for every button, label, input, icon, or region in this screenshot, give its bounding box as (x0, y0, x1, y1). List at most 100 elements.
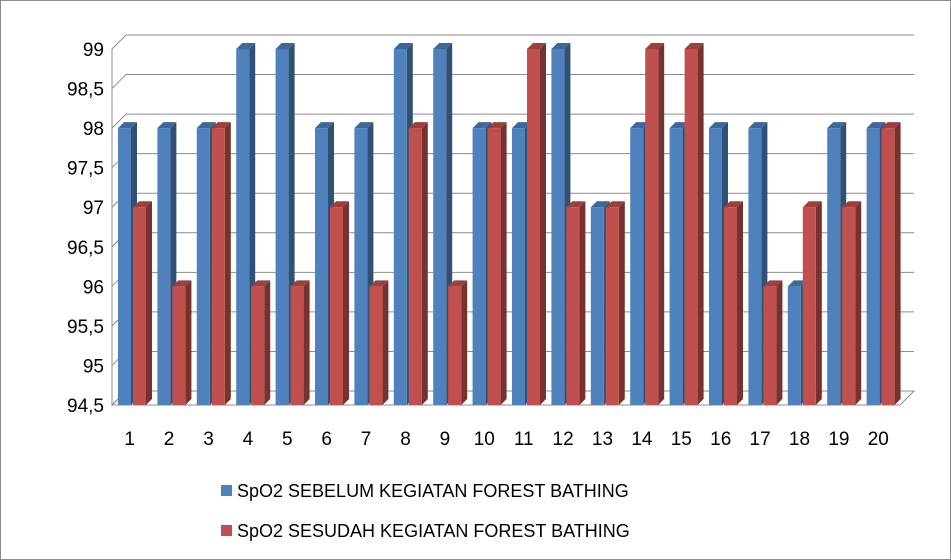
x-tick-label: 19 (828, 429, 849, 450)
bar-sesudah-top (881, 122, 901, 129)
bar-sesudah (763, 286, 777, 405)
bar-sesudah (605, 207, 619, 405)
bar-sebelum (157, 128, 171, 405)
bar-sesudah-top (527, 43, 546, 49)
x-tick-label: 3 (203, 429, 214, 450)
gridline-side (111, 34, 127, 50)
bar-sebelum (709, 128, 722, 405)
bar-sesudah-side (894, 122, 901, 405)
bar-sesudah-side (421, 122, 428, 405)
bar-sesudah-top (211, 122, 231, 129)
bar-sebelum (787, 286, 801, 405)
bar-sesudah-side (264, 280, 271, 405)
bar-sesudah-side (737, 201, 743, 405)
x-tick-label: 1 (124, 429, 135, 450)
bar-sesudah-top (172, 280, 192, 287)
bar-sesudah-side (579, 201, 586, 405)
x-tick-label: 16 (710, 429, 731, 450)
x-tick-label: 7 (361, 429, 372, 450)
bar-sesudah-top (448, 280, 468, 287)
bar-sesudah-side (382, 280, 389, 405)
bar-sebelum (512, 128, 525, 405)
bar-sesudah-top (684, 43, 704, 49)
bar-sesudah-top (763, 280, 783, 287)
bar-sebelum-top (866, 122, 886, 129)
bar-sebelum-top (748, 122, 768, 129)
bar-sesudah (448, 286, 462, 405)
y-tick-label: 97,5 (67, 159, 104, 180)
bar-sesudah (133, 207, 146, 405)
bar-sesudah-side (855, 201, 862, 405)
bar-sebelum-top (827, 122, 847, 129)
bar-sesudah (724, 207, 737, 405)
y-tick-label: 99 (83, 40, 104, 61)
bar-sesudah-side (658, 43, 665, 405)
bar-sesudah (645, 49, 659, 405)
bar-sesudah-side (618, 201, 625, 405)
bar-sesudah-top (133, 201, 152, 208)
bar-sesudah-top (724, 201, 743, 208)
bar-sesudah-top (369, 280, 389, 287)
y-tick-label: 96 (83, 277, 104, 298)
x-tick-label: 4 (243, 429, 254, 450)
bar-sesudah-top (566, 201, 586, 208)
bar-sebelum (866, 128, 880, 405)
x-tick-label: 8 (400, 429, 411, 450)
bar-sebelum-top (275, 43, 295, 49)
bar-sesudah-side (343, 201, 349, 405)
bar-sesudah (881, 128, 895, 405)
bar-sesudah (566, 207, 580, 405)
bar-sesudah (487, 128, 501, 405)
bar-sesudah (290, 286, 304, 405)
legend-swatch-sesudah (221, 525, 232, 536)
legend-swatch-sebelum (221, 485, 232, 496)
x-tick-label: 2 (164, 429, 175, 450)
bar-sesudah-top (802, 201, 822, 208)
y-tick-label: 98 (83, 119, 104, 140)
bar-sesudah-side (146, 201, 152, 405)
bar-sesudah-top (842, 201, 862, 208)
bar-sebelum (433, 49, 447, 405)
legend-label-sesudah: SpO2 SESUDAH KEGIATAN FOREST BATHING (237, 521, 630, 541)
bar-sebelum (118, 128, 131, 405)
bar-sesudah-top (408, 122, 428, 129)
bar-sesudah-side (303, 280, 310, 405)
bar-sebelum-top (236, 43, 256, 49)
bar-sesudah (369, 286, 383, 405)
bar-sesudah-side (815, 201, 822, 405)
bar-sebelum (275, 49, 289, 405)
x-axis-ticks: 1 2 3 4 5 6 7 8 9 10 11 12 13 14 15 16 17 18 19 20 (124, 429, 888, 450)
bar-sebelum (393, 49, 407, 405)
y-tick-label: 94,5 (67, 396, 104, 417)
bar-sesudah (330, 207, 343, 405)
gridline-side (111, 113, 127, 129)
bar-sesudah-side (540, 43, 546, 405)
bar-sesudah-top (330, 201, 349, 208)
bar-sebelum-top (709, 122, 728, 129)
bar-sesudah (211, 128, 225, 405)
bar-sebelum-top (354, 122, 374, 129)
bar-sebelum (236, 49, 250, 405)
bar-sebelum (354, 128, 368, 405)
x-tick-label: 15 (671, 429, 692, 450)
bar-sesudah-side (500, 122, 507, 405)
y-axis-ticks: 94,5 95 95,5 96 96,5 97 97,5 98 98,5 99 (67, 40, 104, 417)
bar-sebelum-top (669, 122, 689, 129)
bar-sesudah (408, 128, 422, 405)
bar-sesudah (527, 49, 540, 405)
bar-sebelum-top (315, 122, 334, 129)
y-tick-label: 98,5 (67, 80, 104, 101)
y-tick-label: 96,5 (67, 238, 104, 259)
x-tick-label: 12 (553, 429, 574, 450)
bar-sesudah-side (224, 122, 231, 405)
y-tick-label: 95 (83, 356, 104, 377)
x-tick-label: 9 (440, 429, 451, 450)
bar-sesudah-side (776, 280, 783, 405)
bar-sebelum (551, 49, 565, 405)
x-tick-label: 14 (631, 429, 653, 450)
bar-sebelum-top (433, 43, 453, 49)
legend-label-sebelum: SpO2 SEBELUM KEGIATAN FOREST BATHING (237, 481, 629, 501)
bar-sebelum-top (393, 43, 413, 49)
